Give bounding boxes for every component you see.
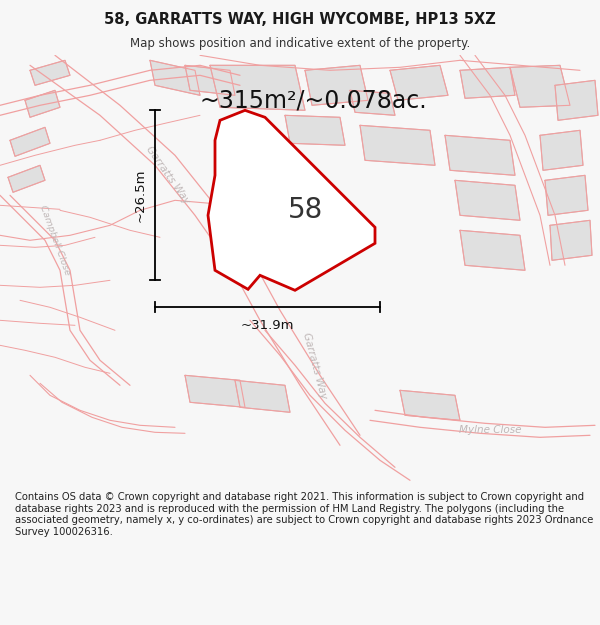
Polygon shape	[25, 90, 60, 118]
Text: Garratts Way: Garratts Way	[301, 331, 329, 399]
Polygon shape	[400, 390, 460, 420]
Polygon shape	[30, 60, 70, 85]
Polygon shape	[285, 115, 345, 145]
Text: ~315m²/~0.078ac.: ~315m²/~0.078ac.	[200, 88, 428, 112]
Text: Garratts Way: Garratts Way	[145, 144, 191, 206]
Polygon shape	[305, 65, 368, 105]
Polygon shape	[360, 125, 435, 165]
Polygon shape	[390, 65, 448, 100]
Polygon shape	[460, 230, 525, 270]
Polygon shape	[545, 175, 588, 215]
Polygon shape	[210, 65, 305, 110]
Polygon shape	[540, 130, 583, 170]
Polygon shape	[510, 65, 570, 108]
Polygon shape	[550, 220, 592, 260]
Text: Contains OS data © Crown copyright and database right 2021. This information is : Contains OS data © Crown copyright and d…	[15, 492, 593, 537]
Text: Map shows position and indicative extent of the property.: Map shows position and indicative extent…	[130, 38, 470, 50]
Polygon shape	[455, 180, 520, 220]
Polygon shape	[445, 135, 515, 175]
Polygon shape	[185, 65, 235, 95]
Polygon shape	[208, 110, 375, 290]
Polygon shape	[235, 380, 290, 412]
Text: Mylne Close: Mylne Close	[459, 425, 521, 435]
Polygon shape	[460, 68, 515, 98]
Polygon shape	[185, 375, 245, 408]
Polygon shape	[555, 80, 598, 120]
Polygon shape	[150, 60, 200, 95]
Text: 58, GARRATTS WAY, HIGH WYCOMBE, HP13 5XZ: 58, GARRATTS WAY, HIGH WYCOMBE, HP13 5XZ	[104, 12, 496, 27]
Text: Campbell Close: Campbell Close	[38, 204, 72, 276]
Text: ~31.9m: ~31.9m	[241, 319, 294, 332]
Polygon shape	[10, 127, 50, 156]
Text: ~26.5m: ~26.5m	[134, 169, 147, 222]
Polygon shape	[350, 90, 395, 115]
Text: 58: 58	[287, 196, 323, 224]
Polygon shape	[8, 165, 45, 192]
